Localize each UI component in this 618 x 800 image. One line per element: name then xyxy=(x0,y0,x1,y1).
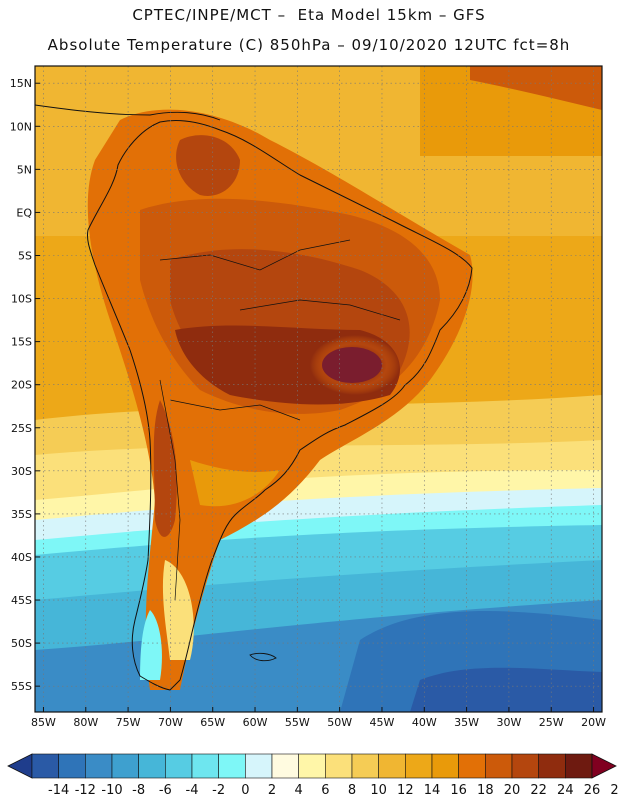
colorbar-label: 6 xyxy=(321,783,329,798)
colorbar-swatch xyxy=(431,753,459,779)
colorbar-swatch xyxy=(298,753,326,779)
colorbar-label: 8 xyxy=(348,783,356,798)
colorbar-low-arrow xyxy=(7,753,33,779)
colorbar-label: 0 xyxy=(241,783,249,798)
colorbar-swatch xyxy=(58,753,86,779)
lon-tick-label: 85W xyxy=(31,716,56,729)
colorbar-swatch xyxy=(378,753,406,779)
colorbar-swatch xyxy=(31,753,59,779)
title-line-1: CPTEC/INPE/MCT – Eta Model 15km – GFS xyxy=(132,6,486,24)
lon-tick-label: 75W xyxy=(116,716,141,729)
colorbar-swatch xyxy=(165,753,193,779)
colorbar-swatch xyxy=(538,753,566,779)
lon-tick-label: 55W xyxy=(285,716,310,729)
latitude-tick-labels: 15N 10N 5N EQ 5S 10S 15S 20S 25S 30S 35S 40S 45S 50S 5… xyxy=(10,77,40,693)
colorbar-label: 18 xyxy=(477,783,494,798)
colorbar-label: 24 xyxy=(557,783,574,798)
lon-tick-label: 30W xyxy=(496,716,521,729)
colorbar-swatch xyxy=(271,753,299,779)
lon-tick-label: 80W xyxy=(73,716,98,729)
lat-tick-label: 20S xyxy=(11,379,32,392)
colorbar-label: -4 xyxy=(186,783,199,798)
colorbar-swatch xyxy=(565,753,593,779)
colorbar-label: 22 xyxy=(530,783,547,798)
lat-tick-label: 15N xyxy=(10,77,32,90)
lon-tick-label: 20W xyxy=(581,716,606,729)
colorbar-high-arrow xyxy=(591,753,617,779)
colorbar-label: 20 xyxy=(504,783,521,798)
lon-tick-label: 45W xyxy=(370,716,395,729)
lat-tick-label: 50S xyxy=(11,637,32,650)
title-line-2: Absolute Temperature (C) 850hPa – 09/10/… xyxy=(47,36,571,54)
lat-tick-label: EQ xyxy=(16,206,32,219)
map-field xyxy=(35,66,602,712)
colorbar-label: -12 xyxy=(75,783,96,798)
longitude-tick-labels: 85W 80W 75W 70W 65W 60W 55W 50W 45W 40W 35W 30W 25W 2… xyxy=(31,707,606,729)
lat-tick-label: 5S xyxy=(18,249,32,262)
colorbar-label: 4 xyxy=(295,783,303,798)
colorbar-label: 14 xyxy=(424,783,441,798)
lat-tick-label: 25S xyxy=(11,422,32,435)
colorbar-label: -2 xyxy=(212,783,225,798)
gridlines xyxy=(35,66,602,712)
colorbar-label: -8 xyxy=(132,783,145,798)
colorbar-swatch xyxy=(405,753,433,779)
lat-tick-label: 30S xyxy=(11,465,32,478)
lat-tick-label: 35S xyxy=(11,508,32,521)
colorbar-label: 10 xyxy=(370,783,387,798)
colorbar-swatch xyxy=(485,753,513,779)
colorbar-label: 2 xyxy=(268,783,276,798)
colorbar-swatch xyxy=(325,753,353,779)
colorbar-swatch xyxy=(218,753,246,779)
lat-tick-label: 10S xyxy=(11,293,32,306)
lon-tick-label: 40W xyxy=(412,716,437,729)
lat-tick-label: 55S xyxy=(11,680,32,693)
colorbar-swatch xyxy=(191,753,219,779)
lon-tick-label: 65W xyxy=(200,716,225,729)
colorbar-swatch xyxy=(138,753,166,779)
colorbar-swatch xyxy=(111,753,139,779)
colorbar-label: 16 xyxy=(450,783,467,798)
colorbar-label: -14 xyxy=(48,783,69,798)
lon-tick-label: 50W xyxy=(327,716,352,729)
colorbar-swatches xyxy=(7,753,617,779)
colorbar-swatch xyxy=(458,753,486,779)
lat-tick-label: 40S xyxy=(11,551,32,564)
colorbar-labels: -14 -12 -10 -8 -6 -4 -2 0 2 4 6 8 10 12 14 16 18 20 22 24 26… xyxy=(48,783,618,798)
lon-tick-label: 35W xyxy=(454,716,479,729)
colorbar-swatch xyxy=(511,753,539,779)
lon-tick-label: 60W xyxy=(243,716,268,729)
map-frame xyxy=(34,65,603,713)
lat-tick-label: 10N xyxy=(10,120,32,133)
lon-tick-label: 70W xyxy=(158,716,183,729)
colorbar-label: 12 xyxy=(397,783,414,798)
lat-tick-label: 45S xyxy=(11,594,32,607)
colorbar-swatch xyxy=(245,753,273,779)
colorbar-label: 28 xyxy=(610,783,618,798)
lat-tick-label: 5N xyxy=(17,163,32,176)
colorbar-swatch xyxy=(85,753,113,779)
colorbar-label: -10 xyxy=(101,783,122,798)
colorbar-swatch xyxy=(351,753,379,779)
colorbar-label: -6 xyxy=(159,783,172,798)
lon-tick-label: 25W xyxy=(539,716,564,729)
colorbar-label: 26 xyxy=(584,783,601,798)
lat-tick-label: 15S xyxy=(11,336,32,349)
